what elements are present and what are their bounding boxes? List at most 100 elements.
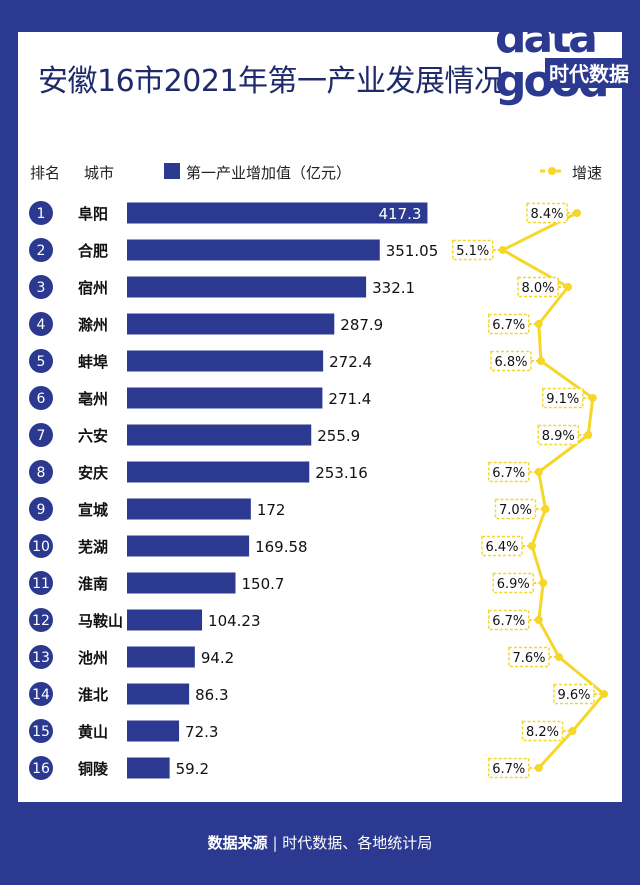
rank-badge [29,275,53,299]
bar-value-label: 94.2 [201,649,234,667]
rank-badge [29,756,53,780]
logo-top-text: data [495,12,595,63]
chart-card [18,32,622,802]
bar-value-label: 150.7 [242,575,285,593]
city-label: 铜陵 [78,760,109,778]
bar [127,387,323,409]
bar [127,239,380,261]
rank-label: 4 [37,317,46,333]
growth-label-box [521,720,564,742]
bar-value-label: 72.3 [185,723,218,741]
growth-label: 9.6% [557,688,590,703]
source-footer: 数据来源 | 时代数据、各地统计局 [207,834,433,852]
bar [127,646,195,668]
bar-value-label: 287.9 [340,316,383,334]
rank-label: 14 [32,687,50,703]
growth-point [600,690,608,698]
rank-badge [29,423,53,447]
growth-label: 6.4% [485,540,518,555]
growth-label-box [490,350,532,372]
bar [127,350,324,372]
growth-label: 6.7% [492,318,525,333]
line-legend-label: 增速 [572,164,603,182]
rank-badge [29,719,53,743]
source-text: 时代数据、各地统计局 [282,834,433,852]
growth-label-box [452,239,494,261]
bar-value-label: 417.3 [379,205,422,223]
rank-label: 10 [32,539,50,555]
growth-point [584,431,593,439]
rank-label: 3 [37,280,46,296]
growth-label-box [494,498,537,520]
bar [127,424,312,446]
growth-label: 9.1% [546,392,579,407]
city-label: 六安 [78,427,108,445]
city-label: 池州 [78,649,108,667]
growth-point [573,209,581,217]
growth-label: 6.9% [497,577,530,592]
rank-label: 13 [32,650,50,666]
growth-point [564,283,572,291]
bar-value-label: 332.1 [372,279,415,297]
bar [127,202,428,224]
growth-line [501,211,606,770]
bar-value-label: 172 [257,501,286,519]
growth-label-box [553,683,595,705]
city-label: 安庆 [78,464,108,482]
city-label: 马鞍山 [78,612,123,630]
chart-title: 安徽16市2021年第一产业发展情况 [38,64,504,99]
rank-label: 5 [37,354,46,370]
city-label: 淮北 [78,686,108,704]
city-label: 宿州 [78,279,108,297]
growth-label-box [537,424,579,446]
growth-point [528,542,536,550]
growth-point [498,246,507,254]
bar-legend-swatch [164,163,180,179]
rank-badge [29,645,53,669]
growth-label-box [488,609,530,631]
bar-value-label: 271.4 [328,390,371,408]
rank-label: 2 [37,243,46,259]
growth-point [555,653,563,661]
growth-label-box [526,202,568,224]
bar-value-label: 59.2 [176,760,209,778]
growth-label: 5.1% [456,244,489,259]
growth-label-box [488,461,530,483]
rank-badge [29,238,53,262]
logo-brand-text: 时代数据 [549,62,629,86]
rank-badge [29,201,53,225]
bar [127,757,170,779]
rank-label: 16 [32,761,50,777]
growth-label: 7.0% [499,503,532,518]
bar [127,276,367,298]
growth-point [537,357,545,365]
rank-badge [29,497,53,521]
rank-badge [29,608,53,632]
source-label: 数据来源 [207,834,268,852]
bar [127,683,190,705]
city-label: 黄山 [78,723,108,741]
bar [127,313,335,335]
rank-badge [29,571,53,595]
rank-label: 12 [32,613,50,629]
rank-label: 9 [37,502,46,518]
rank-label: 11 [32,576,50,592]
growth-label: 8.0% [521,281,554,296]
city-label: 淮南 [78,575,108,593]
rank-label: 1 [37,206,46,222]
growth-label-box [508,646,550,668]
rank-label: 7 [37,428,46,444]
rank-label: 15 [32,724,50,740]
growth-point [534,764,543,772]
rank-label: 8 [37,465,46,481]
growth-point [541,505,550,513]
bar-value-label: 272.4 [329,353,372,371]
growth-point [568,727,577,735]
rank-badge [29,460,53,484]
city-label: 宣城 [78,501,108,519]
growth-label-box [488,313,530,335]
growth-point [534,468,543,476]
bar-legend-label: 第一产业增加值（亿元） [186,164,352,182]
growth-label: 6.7% [492,762,525,777]
